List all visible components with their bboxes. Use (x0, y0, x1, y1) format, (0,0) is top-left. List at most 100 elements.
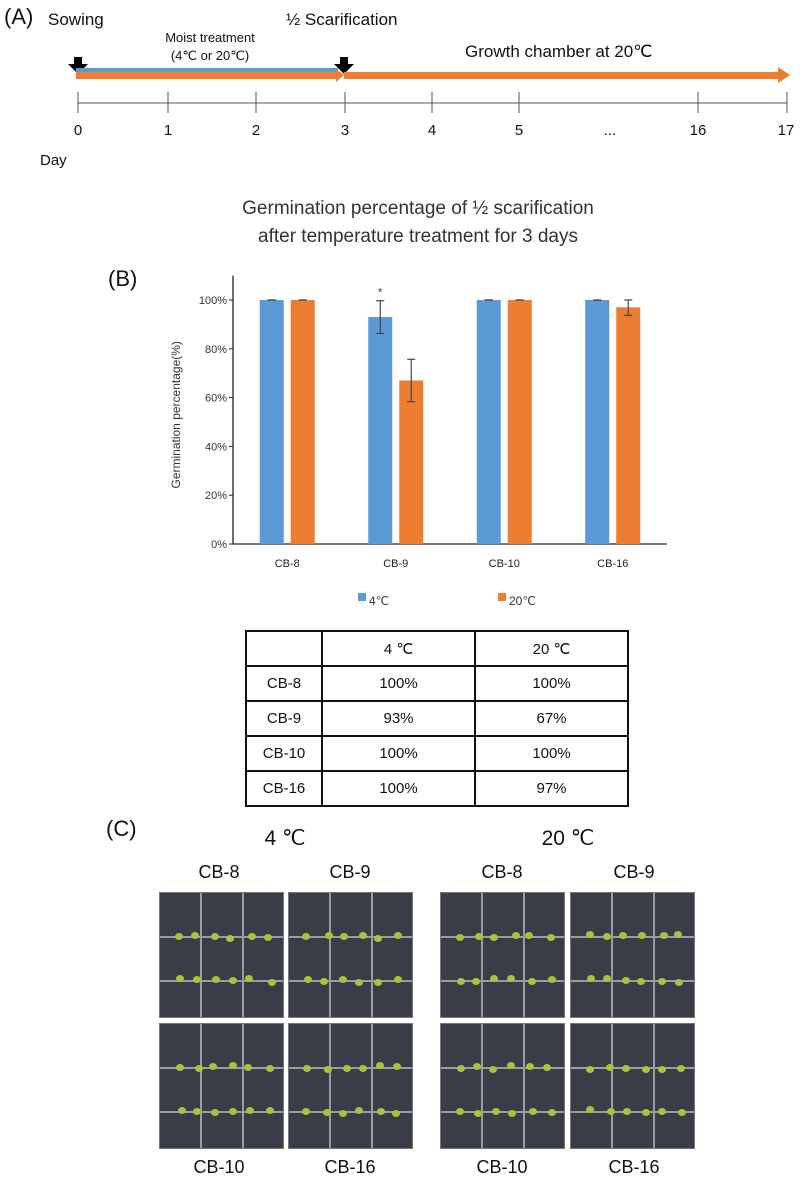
seedling (374, 978, 383, 986)
seedling (226, 934, 235, 942)
grid-line (289, 1111, 412, 1113)
seedling (192, 975, 201, 983)
seedling (175, 975, 184, 983)
seedling (548, 1108, 557, 1116)
seedling-plate-photo (570, 1023, 695, 1149)
table-header-row: 4 ℃ 20 ℃ (245, 630, 629, 667)
seedling (267, 978, 276, 986)
y-tick-label: 40% (205, 441, 227, 453)
grid-line (160, 980, 283, 982)
seedling (342, 1065, 351, 1073)
grid-line (523, 893, 525, 1017)
grid-line (441, 1111, 564, 1113)
seedling (245, 975, 254, 983)
grid-line (441, 980, 564, 982)
legend-label: 20℃ (509, 594, 536, 608)
table-cell: CB-16 (245, 770, 323, 807)
table-header-cell: 20 ℃ (474, 630, 629, 667)
seedling (638, 932, 647, 940)
scarification-arrow-icon (334, 57, 354, 74)
grid-line (160, 1067, 283, 1069)
seedling (175, 1063, 184, 1071)
seedling (543, 1064, 552, 1072)
day-tick: 5 (514, 122, 524, 139)
x-tick-label: CB-16 (597, 558, 628, 570)
seedling (619, 932, 628, 940)
table-row: CB-10 100% 100% (245, 735, 629, 772)
bar-CB-9-20℃ (399, 380, 424, 544)
bar-CB-8-4℃ (259, 300, 284, 544)
seedling (392, 1063, 401, 1071)
grid-line (571, 980, 694, 982)
seedling (585, 931, 594, 939)
seedling (585, 1065, 594, 1073)
seedling (393, 931, 402, 939)
bar-CB-9-4℃ (368, 317, 393, 544)
seedling (210, 1109, 219, 1117)
seedling (339, 976, 348, 984)
seedling (489, 934, 498, 942)
table-cell: 100% (474, 665, 629, 702)
seedling (621, 976, 630, 984)
x-tick-label: CB-10 (489, 558, 520, 570)
table-row: CB-9 93% 67% (245, 700, 629, 737)
seedling (319, 978, 328, 986)
seedling (528, 978, 537, 986)
seedling (456, 978, 465, 986)
day-tick: ... (603, 122, 617, 139)
y-tick-label: 0% (211, 539, 227, 551)
panel-c-label: (C) (106, 816, 137, 841)
seedling-plate-photo (288, 892, 413, 1018)
bar-chart: 0% 20% 40% 60% 80% 100% Germination percentage… (169, 275, 667, 608)
grid-line (571, 936, 694, 938)
grid-line (160, 1111, 283, 1113)
seedling (606, 1063, 615, 1071)
group-title-4c: 4 ℃ (264, 827, 306, 850)
seedling (457, 1064, 466, 1072)
seedling (245, 1106, 254, 1114)
plate-label: CB-9 (613, 862, 655, 882)
seedling (658, 1107, 666, 1115)
grid-line (200, 1024, 202, 1148)
y-tick-label: 80% (205, 344, 227, 356)
seedling (507, 1109, 516, 1117)
y-tick-label: 100% (199, 295, 227, 307)
table-cell: 93% (321, 700, 476, 737)
table-cell: CB-9 (245, 700, 323, 737)
seedling (355, 978, 364, 986)
seedling (355, 1107, 364, 1115)
seedling (244, 1063, 253, 1071)
plate-label: CB-16 (324, 1157, 376, 1177)
seedling (472, 978, 481, 986)
table-cell: 100% (321, 735, 476, 772)
grid-line (481, 1024, 483, 1148)
grid-line (653, 893, 655, 1017)
plate-label: CB-8 (481, 862, 523, 882)
seedling (455, 934, 464, 942)
scarification-label: ½ Scarification (286, 10, 398, 29)
seedling (641, 1065, 650, 1073)
grid-line (441, 1067, 564, 1069)
seedling (229, 976, 238, 984)
moist-treatment-temp: (4℃ or 20℃) (170, 48, 250, 63)
plate-label: CB-10 (476, 1157, 528, 1177)
grid-line (481, 893, 483, 1017)
grid-line (523, 1024, 525, 1148)
plate-label: CB-8 (198, 862, 240, 882)
seedling-plate-photo (159, 1023, 284, 1149)
bar-CB-16-4℃ (585, 300, 610, 544)
seedling (507, 975, 516, 983)
growth-chamber-label: Growth chamber at 20℃ (465, 42, 653, 61)
table-cell: 67% (474, 700, 629, 737)
table-cell: CB-10 (245, 735, 323, 772)
plate-label: CB-10 (193, 1157, 245, 1177)
seedling (603, 975, 612, 983)
seedling (376, 1062, 385, 1070)
seedling (673, 931, 682, 938)
table-cell: 97% (474, 770, 629, 807)
grid-line (242, 893, 244, 1017)
day-axis-label: Day (40, 152, 67, 169)
seedling (338, 1109, 347, 1117)
seedling (266, 1064, 275, 1072)
grid-line (371, 893, 373, 1017)
